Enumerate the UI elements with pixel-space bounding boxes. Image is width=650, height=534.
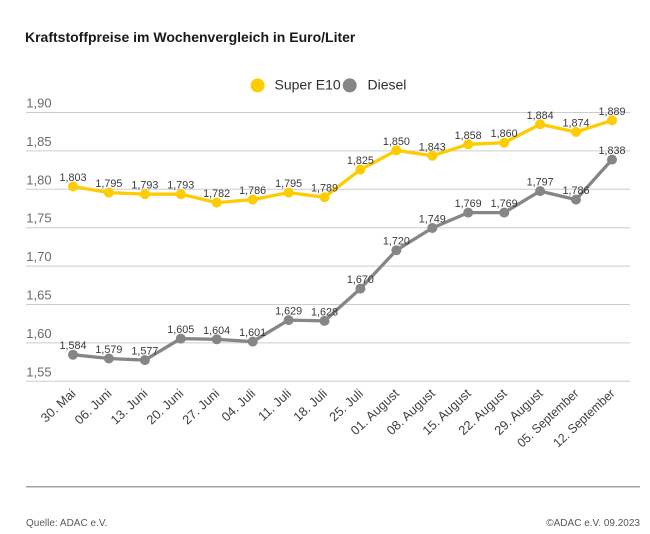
svg-text:1,884: 1,884 xyxy=(527,110,554,122)
svg-text:1,80: 1,80 xyxy=(26,172,51,187)
svg-text:1,70: 1,70 xyxy=(26,249,51,264)
svg-text:1,604: 1,604 xyxy=(203,325,230,337)
svg-text:1,786: 1,786 xyxy=(239,185,266,197)
svg-text:1,769: 1,769 xyxy=(455,198,482,210)
svg-text:1,749: 1,749 xyxy=(419,214,446,226)
svg-text:1,874: 1,874 xyxy=(562,118,589,130)
svg-text:1,577: 1,577 xyxy=(131,346,158,358)
svg-text:1,60: 1,60 xyxy=(26,326,51,341)
svg-text:1,795: 1,795 xyxy=(275,178,302,190)
svg-text:©ADAC e.V. 09.2023: ©ADAC e.V. 09.2023 xyxy=(546,518,640,529)
svg-text:1,838: 1,838 xyxy=(598,145,625,157)
svg-text:1,860: 1,860 xyxy=(491,128,518,140)
svg-text:1,795: 1,795 xyxy=(95,178,122,190)
svg-text:1,85: 1,85 xyxy=(26,134,51,149)
svg-text:1,629: 1,629 xyxy=(275,306,302,318)
svg-text:1,850: 1,850 xyxy=(383,136,410,148)
svg-text:1,858: 1,858 xyxy=(455,130,482,142)
svg-text:1,793: 1,793 xyxy=(167,180,194,192)
svg-text:1,769: 1,769 xyxy=(491,198,518,210)
svg-text:1,843: 1,843 xyxy=(419,141,446,153)
svg-text:1,605: 1,605 xyxy=(167,324,194,336)
svg-text:1,797: 1,797 xyxy=(527,177,554,189)
svg-text:Diesel: Diesel xyxy=(368,77,407,93)
svg-text:1,889: 1,889 xyxy=(598,106,625,118)
svg-text:1,601: 1,601 xyxy=(239,327,266,339)
svg-text:1,90: 1,90 xyxy=(26,96,51,111)
svg-text:1,793: 1,793 xyxy=(131,180,158,192)
svg-text:1,75: 1,75 xyxy=(26,211,51,226)
svg-text:1,803: 1,803 xyxy=(59,172,86,184)
svg-text:1,782: 1,782 xyxy=(203,188,230,200)
svg-text:1,670: 1,670 xyxy=(347,274,374,286)
svg-text:Kraftstoffpreise im Wochenverg: Kraftstoffpreise im Wochenvergleich in E… xyxy=(25,29,356,45)
svg-text:1,579: 1,579 xyxy=(95,344,122,356)
svg-text:1,825: 1,825 xyxy=(347,155,374,167)
svg-text:1,65: 1,65 xyxy=(26,288,51,303)
svg-text:Super E10: Super E10 xyxy=(275,77,341,93)
svg-text:1,584: 1,584 xyxy=(59,340,86,352)
svg-text:1,720: 1,720 xyxy=(383,236,410,248)
svg-text:1,55: 1,55 xyxy=(26,364,51,379)
svg-text:Quelle: ADAC e.V.: Quelle: ADAC e.V. xyxy=(26,518,107,529)
svg-text:1,628: 1,628 xyxy=(311,306,338,318)
svg-text:1,786: 1,786 xyxy=(562,185,589,197)
svg-text:1,789: 1,789 xyxy=(311,183,338,195)
